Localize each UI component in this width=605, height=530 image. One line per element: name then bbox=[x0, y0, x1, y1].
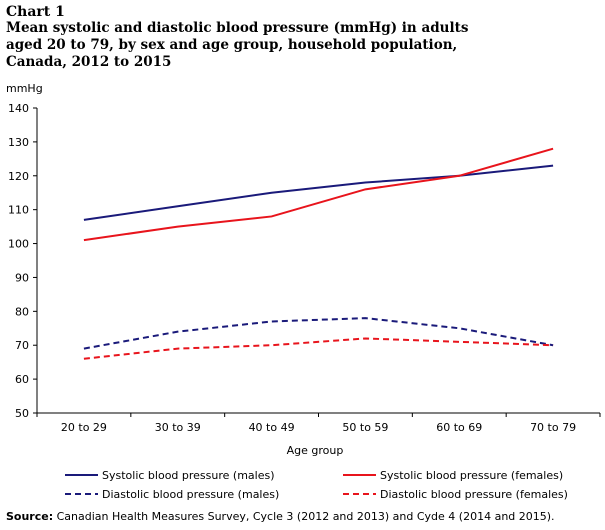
x-tick-label: 60 to 69 bbox=[436, 421, 482, 434]
legend-label-2: Systolic blood pressure (females) bbox=[380, 469, 563, 482]
chart-label: Chart 1 bbox=[6, 4, 65, 20]
y-tick-label: 110 bbox=[8, 204, 29, 217]
x-tick-label: 70 to 79 bbox=[530, 421, 576, 434]
chart-title: Mean systolic and diastolic blood pressu… bbox=[6, 20, 469, 70]
source-label: Source: bbox=[6, 510, 54, 523]
y-tick-label: 50 bbox=[15, 407, 29, 420]
y-tick-label: 120 bbox=[8, 170, 29, 183]
y-tick-label: 80 bbox=[15, 305, 29, 318]
legend-label-3: Diastolic blood pressure (males) bbox=[102, 488, 279, 501]
series-line-4 bbox=[83, 337, 554, 360]
series-line-1 bbox=[83, 164, 554, 221]
x-axis-title: Age group bbox=[287, 444, 344, 457]
y-tick-label: 100 bbox=[8, 238, 29, 251]
series-line-3 bbox=[83, 317, 554, 350]
x-tick-label: 50 to 59 bbox=[342, 421, 388, 434]
y-tick-label: 60 bbox=[15, 373, 29, 386]
legend-label-4: Diastolic blood pressure (females) bbox=[380, 488, 568, 501]
legend-label-1: Systolic blood pressure (males) bbox=[102, 469, 275, 482]
source-text: Canadian Health Measures Survey, Cycle 3… bbox=[56, 510, 555, 523]
y-tick-label: 130 bbox=[8, 136, 29, 149]
y-tick-label: 70 bbox=[15, 339, 29, 352]
series-line-2 bbox=[83, 147, 554, 242]
y-axis-unit-label: mmHg bbox=[6, 82, 43, 95]
y-tick-label: 140 bbox=[8, 102, 29, 115]
y-tick-label: 90 bbox=[15, 271, 29, 284]
source-note: Source: Canadian Health Measures Survey,… bbox=[6, 510, 555, 523]
x-tick-label: 40 to 49 bbox=[249, 421, 295, 434]
x-tick-label: 30 to 39 bbox=[155, 421, 201, 434]
x-tick-label: 20 to 29 bbox=[61, 421, 107, 434]
